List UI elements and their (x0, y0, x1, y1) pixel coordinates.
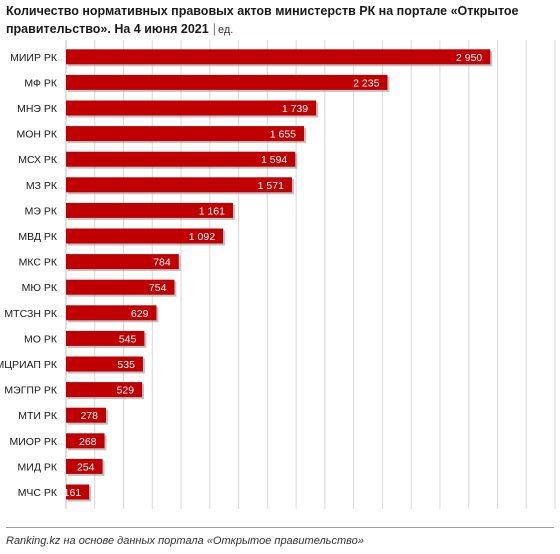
value-label: 535 (117, 359, 135, 371)
bar (66, 202, 233, 218)
category-label: МФ РК (24, 77, 58, 89)
category-label: МОН РК (16, 129, 57, 141)
title-separator: | (212, 22, 216, 36)
value-label: 161 (64, 487, 82, 499)
category-label: МСХ РК (18, 154, 58, 166)
value-label: 1 161 (199, 205, 225, 217)
value-label: 254 (77, 461, 95, 473)
category-label: МЭГПР РК (4, 385, 57, 397)
value-label: 2 950 (456, 52, 482, 64)
bar (66, 382, 143, 398)
value-label: 1 655 (270, 129, 296, 141)
value-label: 784 (153, 257, 171, 269)
category-label: МИОР РК (9, 436, 57, 448)
chart-title-text: Количество нормативных правовых актов ми… (6, 4, 519, 36)
category-label: МНЭ РК (17, 103, 58, 115)
bar (66, 126, 305, 142)
category-label: МЗ РК (26, 180, 58, 192)
category-label: МЭ РК (25, 205, 58, 217)
bar (66, 305, 157, 321)
bar (66, 49, 491, 65)
value-label: 754 (149, 282, 167, 294)
category-label: МТСЗН РК (4, 308, 57, 320)
value-label: 1 739 (282, 103, 308, 115)
bar (66, 177, 292, 193)
bar (66, 228, 224, 244)
bar (66, 433, 105, 449)
bar (66, 254, 179, 270)
bar (66, 458, 103, 474)
chart-title: Количество нормативных правовых актов ми… (6, 2, 554, 39)
value-label: 545 (119, 333, 137, 345)
value-label: 1 092 (189, 231, 215, 243)
category-label: МИИР РК (10, 52, 58, 64)
chart-unit: ед. (217, 24, 234, 36)
category-label: МКС РК (19, 257, 58, 269)
bar (66, 100, 317, 116)
value-label: 1 594 (261, 154, 287, 166)
bar-chart: МИИР РК 2 950 МФ РК 2 235 МНЭ РК 1 739 МОН РК 1… (0, 40, 556, 509)
bar (66, 407, 106, 423)
bar (66, 330, 145, 346)
value-label: 1 571 (258, 180, 284, 192)
category-label: МО РК (24, 333, 58, 345)
source-note: Ranking.kz на основе данных портала «Отк… (6, 535, 364, 547)
category-label: МВД РК (18, 231, 58, 243)
value-label: 268 (79, 436, 97, 448)
value-label: 2 235 (353, 77, 379, 89)
bar (66, 74, 388, 90)
category-label: МТИ РК (18, 410, 58, 422)
value-label: 529 (117, 385, 135, 397)
value-label: 629 (131, 308, 149, 320)
value-label: 278 (80, 410, 98, 422)
category-label: МЧС РК (18, 487, 58, 499)
footer-divider (6, 527, 554, 528)
category-label: МЮ РК (22, 282, 58, 294)
bar (66, 484, 90, 500)
category-label: МЦРИАП РК (0, 359, 58, 371)
bar (66, 279, 175, 295)
bar (66, 151, 296, 167)
category-label: МИД РК (18, 461, 58, 473)
bar (66, 356, 143, 372)
